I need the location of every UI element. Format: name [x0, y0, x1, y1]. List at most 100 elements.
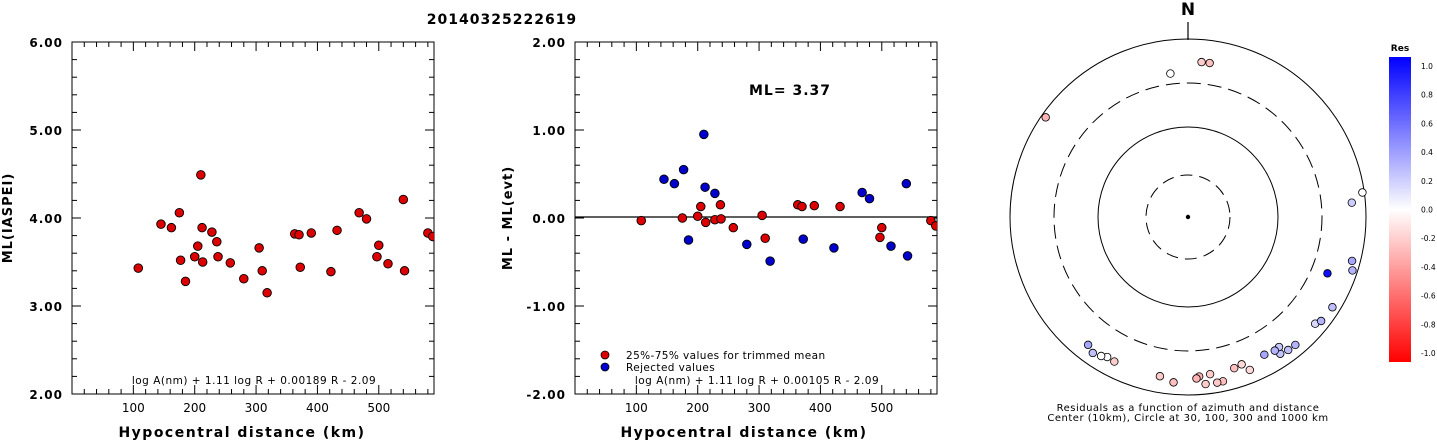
residual-vs-distance-plot: ML - ML(evt) Hypocentral distance (km) M… [501, 36, 938, 441]
station-residual-point [1270, 346, 1279, 355]
plot1-ylabel: ML(IASPEI) [1, 173, 16, 264]
colorbar-tick-label: 0.8 [1421, 91, 1433, 100]
plot2-data-point [809, 200, 820, 211]
station-residual-point [1230, 363, 1239, 373]
plot2-xlabel: Hypocentral distance (km) [620, 425, 867, 441]
polar-caption-line2: Center (10km), Circle at 30, 100, 300 an… [1047, 413, 1328, 424]
plot1-data-point [254, 243, 264, 253]
plot2-data-point [683, 235, 694, 245]
plot2-ytick-label: 2.00 [532, 36, 566, 50]
plot1-data-point [374, 240, 384, 251]
plot2-data-point [901, 178, 912, 189]
plot2-data-point [877, 222, 887, 233]
plot1-data-point [175, 255, 186, 265]
plot1-ytick-label: 3.00 [29, 300, 63, 314]
plot1-data-point [257, 266, 267, 276]
north-label: N [1181, 0, 1195, 20]
plot2-data-point [728, 222, 739, 233]
colorbar-tick-label: 1.0 [1421, 62, 1433, 71]
polar-residual-map: N Residuals as a function of azimuth and… [1009, 0, 1367, 424]
plot2-data-point [716, 214, 726, 224]
station-residual-point [1201, 379, 1210, 389]
polar-caption-line1: Residuals as a function of azimuth and d… [1057, 403, 1320, 414]
station-residual-point [1205, 369, 1215, 379]
plot2-xtick-label: 300 [748, 401, 771, 415]
plot1-xtick-label: 100 [122, 401, 145, 415]
station-residual-point [1348, 266, 1357, 275]
plot2-data-point [835, 201, 845, 212]
plot2-ytick-label: -2.00 [526, 388, 566, 402]
legend-marker-rejected [600, 362, 610, 372]
plot1-formula: log A(nm) + 1.11 log R + 0.00189 R - 2.0… [132, 375, 376, 387]
legend-label-rejected: Rejected values [626, 362, 715, 374]
plot1-data-point [207, 227, 217, 237]
plot2-data-point [677, 213, 688, 223]
ring-300km [1053, 82, 1323, 352]
station-residual-point [1358, 188, 1367, 197]
plot1-ytick-label: 5.00 [29, 124, 63, 138]
station-residual-point [1169, 378, 1178, 387]
ring-100km [1097, 126, 1279, 308]
plot2-data-point [931, 221, 937, 231]
legend-marker-trimmed [600, 350, 610, 360]
plot1-data-point [213, 251, 223, 262]
plot1-ytick-label: 6.00 [29, 36, 63, 50]
plot1-data-point [239, 273, 249, 284]
colorbar-tick-label: -0.2 [1421, 234, 1436, 243]
station-residual-point [1237, 360, 1246, 369]
plot1-data-point [262, 288, 272, 298]
legend-label-trimmed: 25%-75% values for trimmed mean [626, 350, 826, 362]
plot2-data-point [742, 239, 752, 250]
plot2-data-point [857, 187, 867, 198]
plot2-xtick-label: 100 [625, 401, 648, 415]
colorbar-tick-label: -0.6 [1421, 292, 1436, 301]
plot1-data-point [189, 251, 200, 262]
plot1-data-point [428, 231, 434, 242]
plot2-xtick-label: 400 [809, 401, 832, 415]
plot1-frame [71, 41, 435, 395]
plot1-data-point [332, 225, 342, 236]
plot2-data-point [757, 210, 767, 221]
colorbar-gradient [1389, 57, 1411, 362]
plot1-data-point [225, 258, 236, 268]
plot1-xlabel: Hypocentral distance (km) [118, 425, 365, 441]
station-residual-point [1284, 345, 1293, 355]
station-residual-point [1328, 303, 1337, 312]
colorbar-tick-label: -0.8 [1421, 320, 1436, 329]
plot2-data-point [760, 233, 770, 243]
station-residual-point [1260, 350, 1269, 359]
ring-30km [1145, 174, 1231, 260]
plot1-data-point [295, 262, 305, 273]
plot1-data-point [180, 276, 191, 287]
plot1-data-point [306, 228, 317, 238]
plot2-ylabel: ML - ML(evt) [501, 166, 516, 270]
magnitude-vs-distance-plot: ML(IASPEI) Hypocentral distance (km) log… [1, 36, 435, 441]
plot1-xtick-label: 400 [306, 401, 329, 415]
station-residual-point [1041, 113, 1050, 122]
plot2-data-point [715, 200, 726, 210]
ml-annotation: ML= 3.37 [749, 83, 831, 99]
station-residual-point [1316, 316, 1326, 326]
plot1-data-point [193, 241, 203, 251]
plot1-xtick-label: 300 [245, 401, 268, 415]
station-residual-point [1096, 351, 1106, 361]
plot1-data-point [372, 251, 382, 262]
station-residual-point [1205, 58, 1214, 68]
plot1-data-point [133, 263, 144, 273]
plot1-xtick-label: 500 [367, 401, 390, 415]
plot2-ytick-label: 0.00 [532, 212, 566, 226]
plot1-data-point [197, 257, 208, 267]
plot1-data-point [326, 266, 336, 277]
plot2-xtick-label: 200 [686, 401, 709, 415]
epicenter-dot [1185, 214, 1191, 220]
plot1-data-point [212, 237, 222, 247]
plot2-data-point [636, 215, 647, 226]
colorbar-tick-label: -1.0 [1421, 349, 1436, 358]
plot1-xtick-label: 200 [183, 401, 206, 415]
station-residual-point [1347, 256, 1357, 266]
event-title: 20140325222619 [427, 12, 577, 28]
station-residual-point [1192, 374, 1201, 383]
plot2-data-point [696, 201, 706, 212]
plot1-ytick-label: 2.00 [29, 388, 63, 402]
station-residual-point [1347, 198, 1357, 207]
